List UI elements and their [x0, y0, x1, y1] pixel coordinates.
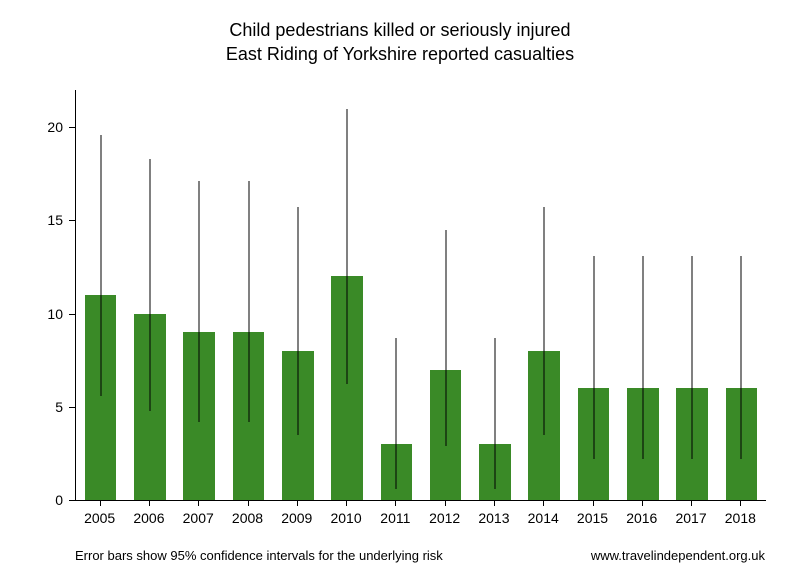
error-bar [741, 256, 742, 459]
x-tick-label: 2013 [478, 510, 509, 526]
x-tick-label: 2017 [675, 510, 706, 526]
chart-title-line1: Child pedestrians killed or seriously in… [0, 20, 800, 41]
error-bar [100, 135, 101, 396]
error-bar [396, 338, 397, 489]
x-tick-label: 2009 [281, 510, 312, 526]
y-tick [69, 407, 75, 408]
error-bar [544, 207, 545, 434]
x-tick [297, 500, 298, 506]
y-tick [69, 500, 75, 501]
error-bar [642, 256, 643, 459]
error-bar [297, 207, 298, 434]
y-tick-label: 15 [0, 212, 63, 228]
x-tick [248, 500, 249, 506]
footer-source: www.travelindependent.org.uk [591, 548, 765, 563]
error-bar [692, 256, 693, 459]
x-tick-label: 2008 [232, 510, 263, 526]
x-tick [395, 500, 396, 506]
error-bar [248, 181, 249, 421]
x-tick [543, 500, 544, 506]
x-tick [100, 500, 101, 506]
x-tick [593, 500, 594, 506]
y-tick [69, 220, 75, 221]
x-tick [494, 500, 495, 506]
x-tick-label: 2016 [626, 510, 657, 526]
x-tick [198, 500, 199, 506]
y-tick-label: 0 [0, 492, 63, 508]
x-tick [346, 500, 347, 506]
x-tick-label: 2007 [183, 510, 214, 526]
error-bar [149, 159, 150, 411]
error-bar [445, 230, 446, 446]
x-tick [740, 500, 741, 506]
y-tick-label: 10 [0, 306, 63, 322]
footer-note: Error bars show 95% confidence intervals… [75, 548, 443, 563]
x-tick-label: 2014 [528, 510, 559, 526]
x-tick-label: 2011 [380, 510, 410, 526]
error-bar [593, 256, 594, 459]
y-tick-label: 5 [0, 399, 63, 415]
x-tick-label: 2005 [84, 510, 115, 526]
error-bar [199, 181, 200, 421]
y-tick [69, 314, 75, 315]
error-bar [494, 338, 495, 489]
x-tick [691, 500, 692, 506]
x-tick [445, 500, 446, 506]
y-tick-label: 20 [0, 119, 63, 135]
error-bar [347, 109, 348, 385]
x-tick [149, 500, 150, 506]
plot-area [75, 90, 766, 501]
x-tick-label: 2015 [577, 510, 608, 526]
y-tick [69, 127, 75, 128]
x-tick-label: 2018 [725, 510, 756, 526]
x-tick-label: 2012 [429, 510, 460, 526]
chart-container: Child pedestrians killed or seriously in… [0, 0, 800, 580]
chart-title-line2: East Riding of Yorkshire reported casual… [0, 44, 800, 65]
x-tick [642, 500, 643, 506]
x-tick-label: 2010 [330, 510, 361, 526]
x-tick-label: 2006 [133, 510, 164, 526]
